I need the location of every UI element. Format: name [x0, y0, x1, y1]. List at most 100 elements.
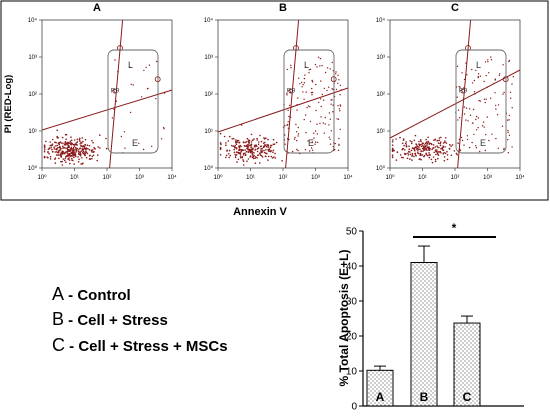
- scatter-point: [428, 147, 431, 150]
- scatter-point: [434, 160, 437, 163]
- y-tick-label: 10⁴: [28, 17, 38, 24]
- scatter-point: [225, 154, 228, 157]
- scatter-point: [82, 146, 84, 148]
- scatter-point: [49, 158, 52, 160]
- scatter-point: [331, 88, 333, 90]
- scatter-point: [85, 151, 88, 154]
- scatter-point: [241, 156, 244, 159]
- legend-letter-c: C: [52, 335, 65, 355]
- scatter-point: [79, 153, 82, 156]
- scatter-point: [484, 149, 487, 152]
- scatter-point: [43, 145, 46, 147]
- scatter-point: [93, 150, 95, 153]
- scatter-point: [463, 113, 466, 115]
- scatter-point: [260, 140, 263, 143]
- x-tick-label: 10⁰: [213, 174, 223, 181]
- scatter-point: [244, 152, 246, 154]
- scatter-point: [79, 147, 81, 150]
- scatter-point: [488, 139, 490, 142]
- scatter-point: [295, 123, 297, 126]
- scatter-point: [43, 150, 46, 153]
- scatter-point: [56, 149, 58, 151]
- scatter-point: [297, 126, 299, 129]
- scatter-point: [422, 148, 425, 150]
- x-tick-label: 10⁴: [167, 174, 177, 181]
- scatter-point: [473, 133, 475, 136]
- scatter-point: [72, 143, 75, 146]
- scatter-point: [143, 69, 145, 72]
- scatter-point: [420, 159, 422, 161]
- scatter-point: [257, 143, 260, 146]
- scatter-point: [471, 122, 474, 124]
- scatter-point: [311, 149, 314, 151]
- scatter-point: [421, 150, 423, 153]
- scatter-point: [49, 155, 52, 158]
- scatter-point: [53, 148, 55, 150]
- scatter-point: [156, 60, 158, 63]
- scatter-point: [458, 117, 461, 119]
- scatter-point: [235, 139, 237, 141]
- scatter-point: [288, 104, 291, 107]
- scatter-point: [444, 137, 447, 139]
- bar-label-c: C: [463, 390, 472, 404]
- scatter-point: [129, 111, 132, 114]
- scatter-point: [405, 144, 408, 146]
- scatter-point: [91, 139, 93, 142]
- scatter-point: [503, 91, 505, 94]
- scatter-point: [251, 152, 254, 155]
- panel-title: B: [279, 2, 287, 14]
- scatter-point: [251, 151, 253, 153]
- scatter-point: [418, 144, 421, 147]
- scatter-point: [105, 147, 108, 150]
- scatter-point: [329, 118, 331, 120]
- scatter-point: [309, 150, 311, 152]
- scatter-point: [244, 141, 246, 144]
- scatter-point: [431, 148, 433, 151]
- scatter-point: [337, 118, 340, 120]
- scatter-point: [304, 66, 307, 69]
- scatter-point: [303, 82, 306, 84]
- scatter-point: [427, 136, 429, 139]
- scatter-point: [56, 154, 59, 156]
- scatter-point: [332, 111, 334, 113]
- scatter-point: [238, 151, 240, 154]
- scatter-point: [236, 151, 239, 154]
- scatter-point: [432, 144, 435, 146]
- scatter-point: [240, 151, 242, 153]
- scatter-point: [47, 156, 49, 159]
- scatter-point: [334, 142, 336, 145]
- scatter-point: [404, 149, 406, 151]
- scatter-point: [67, 142, 70, 145]
- scatter-point: [444, 152, 447, 155]
- scatter-point: [65, 138, 67, 140]
- scatter-point: [256, 137, 258, 140]
- scatter-point: [90, 150, 93, 152]
- scatter-point: [56, 129, 58, 131]
- scatter-point: [290, 67, 292, 69]
- scatter-point: [75, 155, 77, 158]
- scatter-point: [413, 149, 416, 151]
- scatter-point: [509, 91, 512, 94]
- gate-label-l: L: [128, 60, 133, 70]
- scatter-point: [261, 148, 263, 150]
- scatter-point: [69, 142, 71, 144]
- scatter-point: [419, 148, 421, 150]
- quadrant-label: R9: [459, 88, 468, 95]
- scatter-point: [78, 158, 80, 161]
- scatter-point: [315, 83, 317, 86]
- scatter-point: [233, 148, 235, 151]
- scatter-point: [483, 98, 486, 101]
- scatter-point: [403, 144, 405, 147]
- scatter-point: [407, 152, 409, 154]
- scatter-point: [79, 140, 81, 142]
- scatter-point: [483, 126, 485, 128]
- scatter-point: [457, 109, 460, 111]
- scatter-point: [59, 154, 62, 156]
- scatter-point: [81, 137, 84, 139]
- scatter-point: [223, 135, 226, 138]
- scatter-point: [242, 159, 244, 161]
- scatter-point: [260, 151, 262, 153]
- scatter-point: [463, 144, 465, 146]
- scatter-point: [314, 141, 317, 143]
- quadrant-diagonal-line: [217, 87, 349, 133]
